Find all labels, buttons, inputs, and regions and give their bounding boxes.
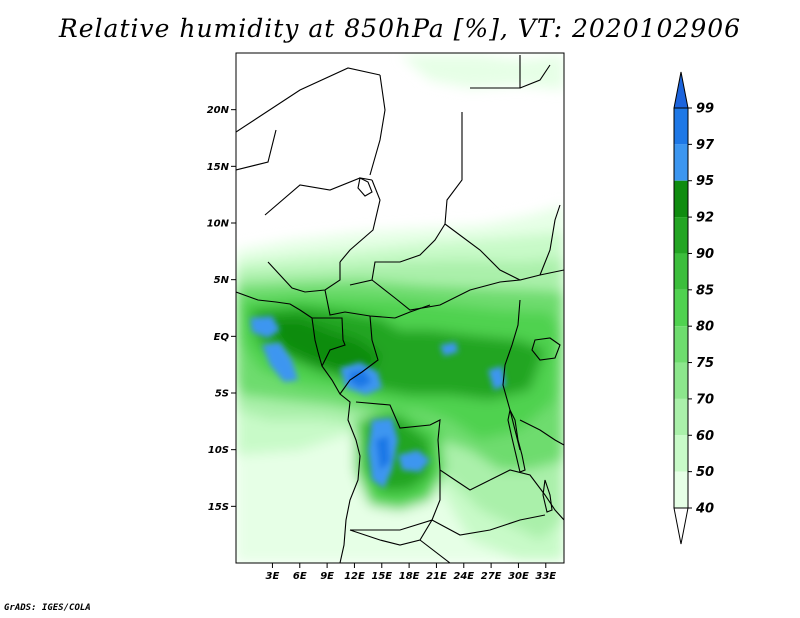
border-car <box>371 279 521 311</box>
lon-tick-label: 9E <box>320 571 334 582</box>
rh-95-east <box>488 366 506 390</box>
longitude-axis: 3E 6E 9E 12E 15E 18E 21E 24E 27E 30E 33E <box>266 563 556 582</box>
lake-chad <box>357 177 373 197</box>
lat-tick-label: 15N <box>207 162 230 173</box>
border-zambia-south <box>431 514 546 536</box>
colorbar-label: 92 <box>696 211 714 226</box>
colorbar-segment <box>674 326 688 363</box>
colorbar-segment <box>674 217 688 254</box>
border-nigeria-cameroon <box>267 261 341 293</box>
border-ethiopia <box>539 204 561 276</box>
colorbar-label: 80 <box>696 320 714 335</box>
colorbar: 99 97 95 92 90 85 80 75 70 60 50 40 <box>673 71 715 545</box>
colorbar-label: 99 <box>696 102 714 117</box>
colorbar-segment <box>674 289 688 327</box>
colorbar-label: 60 <box>696 429 714 444</box>
border-libya-egypt <box>444 112 463 225</box>
border-drc-uganda <box>502 299 521 451</box>
border-libya-chad <box>369 74 386 176</box>
lat-tick-label: 10S <box>208 445 229 456</box>
map-frame <box>235 52 565 564</box>
lon-tick-label: 15E <box>371 571 392 582</box>
grads-credit: GrADS: IGES/COLA <box>4 603 91 613</box>
rh-50-north <box>400 55 564 90</box>
border-niger-nigeria <box>264 177 373 216</box>
border-botswana <box>419 539 451 563</box>
rh-97-congo <box>350 370 372 388</box>
latitude-axis: 20N 15N 10N 5N EQ 5S 10S 15S <box>207 105 236 513</box>
lat-tick-label: 5N <box>214 275 230 286</box>
colorbar-segment <box>674 435 688 472</box>
colorbar-segment <box>674 398 688 436</box>
lon-tick-label: 18E <box>399 571 420 582</box>
border-algeria-niger <box>236 67 381 133</box>
border-niger-mali <box>236 129 277 171</box>
lat-tick-label: 20N <box>207 105 230 116</box>
border-cameroon-south <box>324 289 396 319</box>
lake-tanganyika <box>507 408 526 473</box>
colorbar-label: 97 <box>696 138 715 153</box>
colorbar-segment <box>674 471 688 508</box>
colorbar-label: 70 <box>696 392 714 407</box>
colorbar-label: 40 <box>695 502 714 517</box>
rh-95-gabon <box>262 342 298 382</box>
rh-92-core <box>265 318 380 375</box>
country-borders <box>236 55 564 563</box>
border-tanzania <box>519 419 564 446</box>
rh-95-angola-east <box>398 450 430 472</box>
humidity-field <box>236 53 564 563</box>
border-namibia <box>349 519 433 546</box>
coastline <box>236 291 361 563</box>
lon-tick-label: 33E <box>535 571 556 582</box>
lat-tick-label: 15S <box>208 502 229 513</box>
colorbar-segment <box>674 180 688 218</box>
lon-tick-label: 21E <box>426 571 447 582</box>
colorbar-label: 50 <box>696 465 714 480</box>
colorbar-label: 75 <box>696 356 714 371</box>
border-chad-niger <box>339 179 381 263</box>
border-sudan-south <box>444 223 564 281</box>
map-title: Relative humidity at 850hPa [%], VT: 202… <box>58 14 742 43</box>
border-gabon-congo <box>312 317 346 367</box>
lon-tick-label: 30E <box>508 571 529 582</box>
colorbar-label: 85 <box>696 283 714 298</box>
colorbar-segment <box>674 144 688 181</box>
lon-tick-label: 6E <box>293 571 307 582</box>
lake-victoria <box>531 337 561 361</box>
colorbar-label: 90 <box>696 247 714 262</box>
colorbar-segment <box>674 253 688 290</box>
lon-tick-label: 12E <box>344 571 365 582</box>
lat-tick-label: 10N <box>207 219 230 230</box>
border-drc-angola <box>355 401 491 491</box>
colorbar-segment <box>674 362 688 399</box>
colorbar-label: 95 <box>696 174 714 189</box>
border-zambia <box>489 469 564 521</box>
colorbar-segment <box>674 108 688 145</box>
red-sea-coast <box>519 64 551 89</box>
lon-tick-label: 24E <box>453 571 474 582</box>
rh-95-small <box>440 342 458 356</box>
lon-tick-label: 27E <box>481 571 502 582</box>
lat-tick-label: EQ <box>214 332 230 343</box>
lake-malawi <box>542 479 553 513</box>
lat-tick-label: 5S <box>215 389 229 400</box>
rh-97-angola <box>376 436 390 470</box>
colorbar-bottom-arrow <box>673 507 689 545</box>
colorbar-top-arrow <box>673 71 689 109</box>
lon-tick-label: 3E <box>266 571 280 582</box>
rh-95-west <box>250 316 280 338</box>
border-congo-drc <box>339 315 379 395</box>
border-drc-car <box>394 304 431 319</box>
